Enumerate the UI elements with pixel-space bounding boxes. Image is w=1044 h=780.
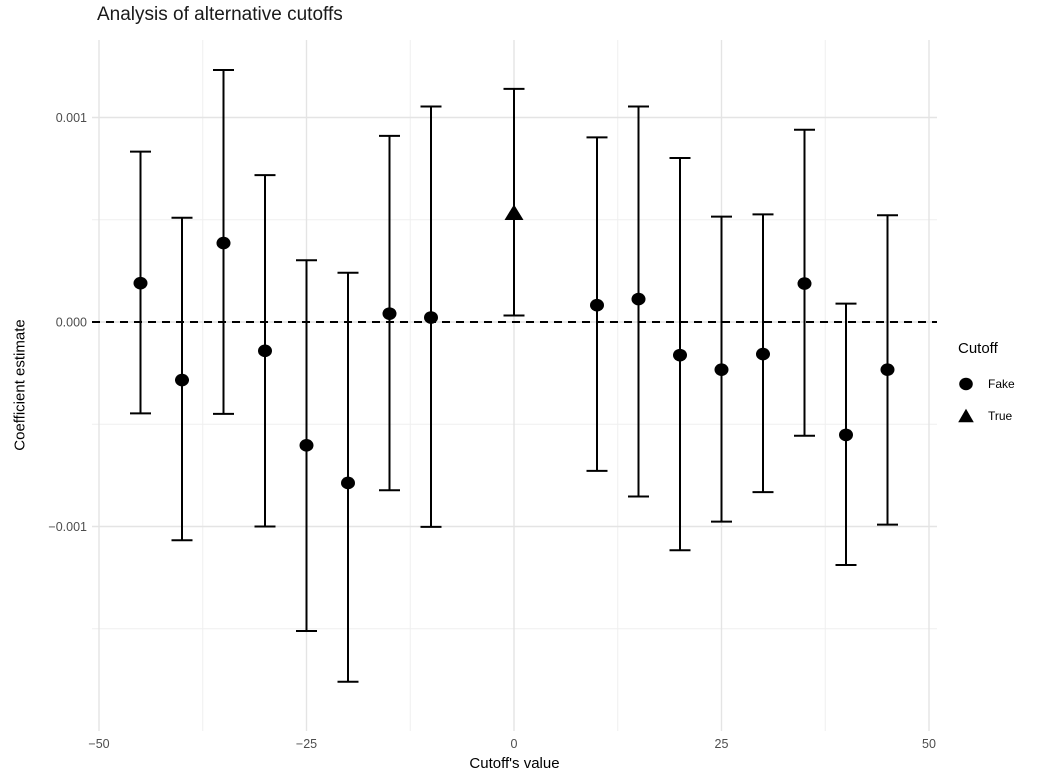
point-marker-circle: [258, 344, 272, 358]
point-marker-circle: [216, 236, 231, 250]
point-marker-circle: [341, 476, 355, 490]
point-marker-circle: [382, 307, 397, 320]
legend-item-label: Fake: [988, 377, 1015, 391]
legend: Cutoff Fake True: [956, 340, 1015, 435]
x-tick-label: 0: [511, 737, 518, 751]
x-tick-label: −50: [88, 737, 109, 751]
y-tick-label: −0.001: [48, 520, 87, 534]
y-tick-label: 0.000: [56, 316, 87, 330]
legend-item: True: [956, 403, 1015, 429]
legend-triangle-icon: [958, 408, 974, 423]
point-marker-circle: [299, 439, 314, 452]
point-marker-circle: [756, 347, 770, 361]
point-marker-circle: [839, 428, 853, 442]
point-marker-circle: [175, 373, 189, 387]
x-tick-label: 25: [715, 737, 729, 751]
point-marker-circle: [133, 276, 148, 290]
legend-item: Fake: [956, 371, 1015, 397]
chart-title: Analysis of alternative cutoffs: [97, 4, 343, 25]
y-tick-label: 0.001: [56, 111, 87, 125]
legend-circle-icon: [959, 377, 973, 391]
point-marker-circle: [880, 363, 895, 376]
point-marker-circle: [714, 363, 729, 376]
point-marker-circle: [797, 277, 812, 290]
x-tick-label: −25: [296, 737, 317, 751]
y-axis-title: Coefficient estimate: [11, 319, 29, 451]
point-marker-circle: [631, 292, 646, 306]
x-axis-title: Cutoff's value: [469, 755, 560, 772]
x-tick-label: 50: [922, 737, 936, 751]
point-marker-triangle: [504, 204, 524, 221]
legend-item-label: True: [988, 409, 1013, 423]
legend-items: Fake True: [956, 371, 1015, 429]
point-marker-circle: [590, 298, 604, 312]
point-marker-circle: [673, 348, 687, 362]
point-marker-circle: [424, 311, 438, 324]
legend-title: Cutoff: [958, 340, 998, 357]
